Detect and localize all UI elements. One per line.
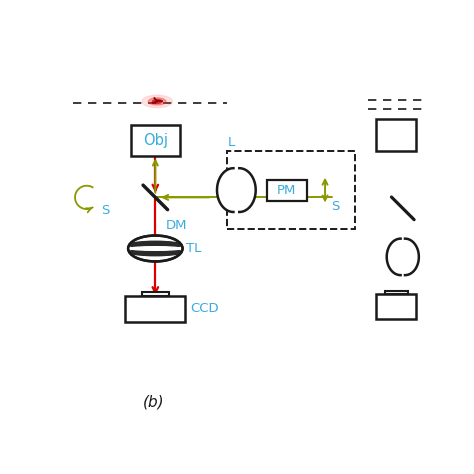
FancyBboxPatch shape xyxy=(125,296,185,322)
Text: DM: DM xyxy=(165,219,187,232)
Text: CCD: CCD xyxy=(190,302,219,315)
Text: TL: TL xyxy=(186,242,202,255)
Ellipse shape xyxy=(142,95,173,108)
Text: L: L xyxy=(228,136,235,149)
Ellipse shape xyxy=(129,248,182,255)
Ellipse shape xyxy=(128,236,182,262)
Ellipse shape xyxy=(148,98,166,105)
FancyBboxPatch shape xyxy=(267,180,307,201)
FancyBboxPatch shape xyxy=(131,125,180,156)
FancyBboxPatch shape xyxy=(384,291,408,294)
Text: S: S xyxy=(101,204,109,218)
FancyBboxPatch shape xyxy=(376,294,416,319)
Ellipse shape xyxy=(152,100,162,103)
Text: Obj: Obj xyxy=(143,133,168,148)
FancyBboxPatch shape xyxy=(142,292,169,296)
Ellipse shape xyxy=(129,241,182,248)
Polygon shape xyxy=(387,238,419,275)
Text: PM: PM xyxy=(277,183,296,197)
Ellipse shape xyxy=(130,246,181,250)
Text: S: S xyxy=(332,200,340,213)
Polygon shape xyxy=(217,168,255,212)
FancyBboxPatch shape xyxy=(376,119,416,151)
Text: (b): (b) xyxy=(143,394,164,409)
